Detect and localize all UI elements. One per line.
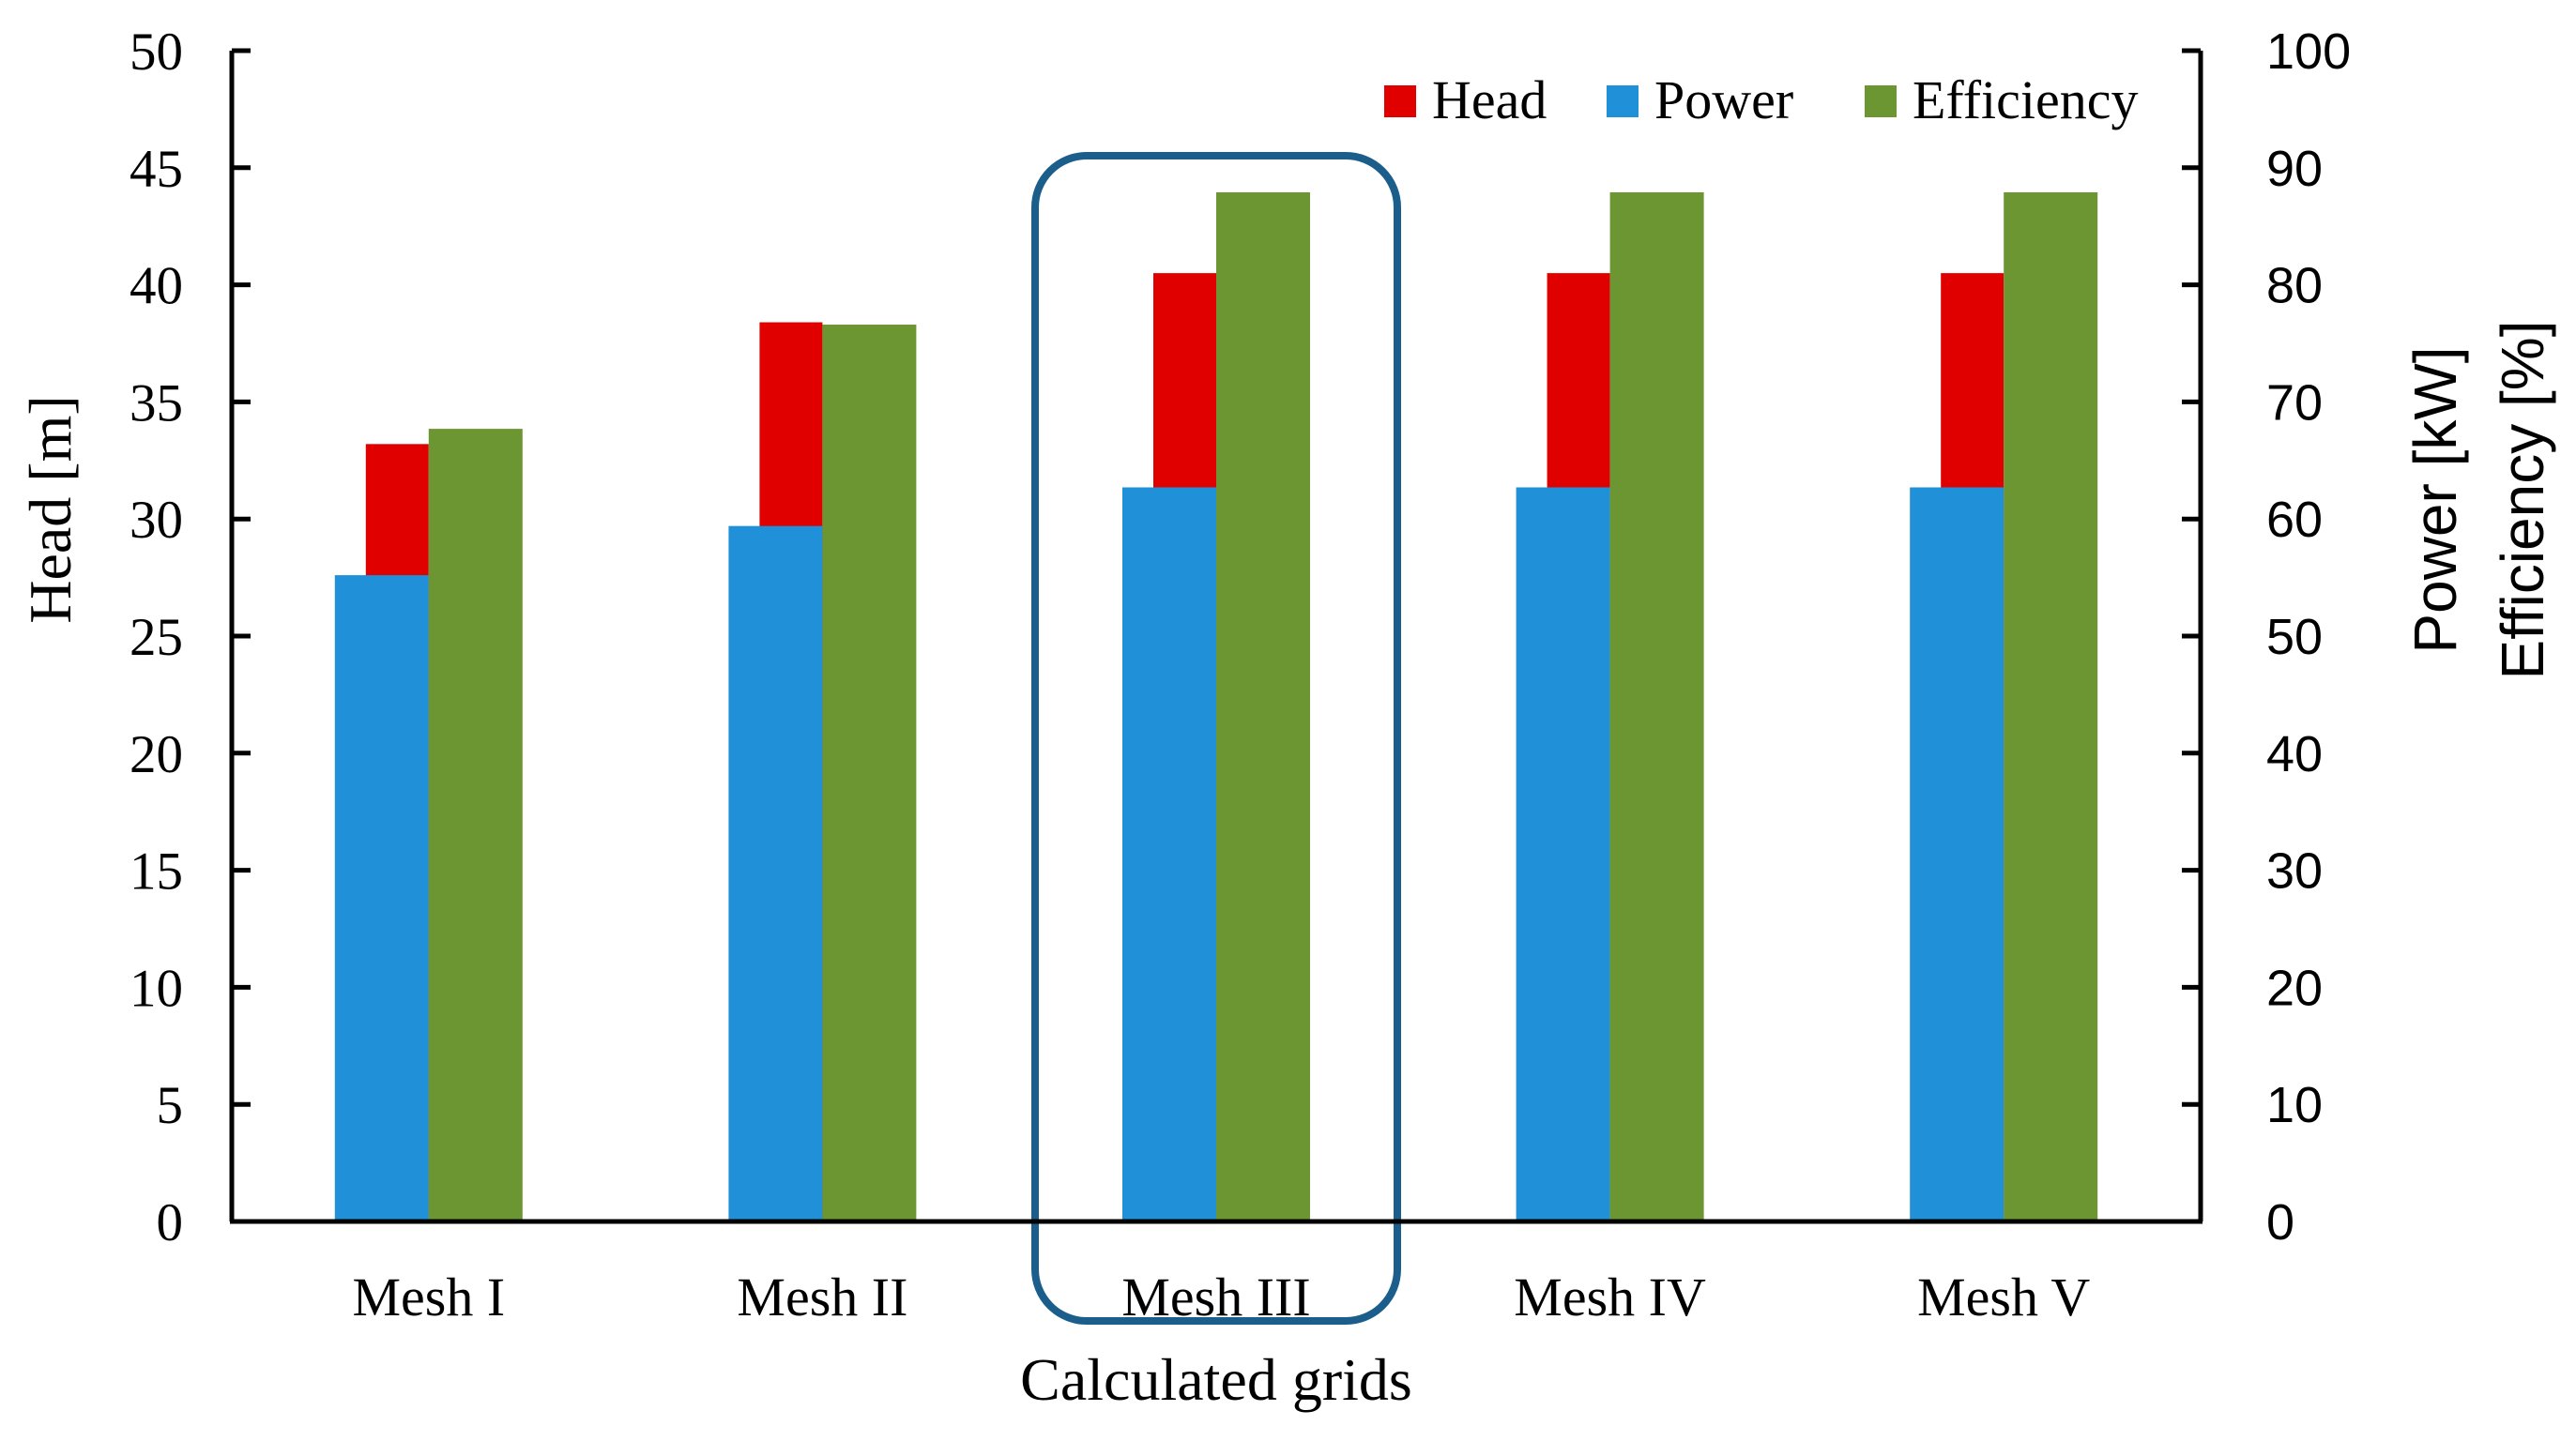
category-label-mesh-v: Mesh V	[1917, 1267, 2090, 1327]
x-axis-title: Calculated grids	[1020, 1346, 1412, 1413]
power-bar-mesh-ii	[728, 525, 823, 1221]
legend-swatch-power	[1607, 85, 1639, 117]
legend-swatch-head	[1384, 85, 1416, 117]
legend-swatch-efficiency	[1865, 85, 1897, 117]
labels-group: Mesh I Mesh II Mesh III Mesh IV Mesh V 0 5 10 15…	[17, 23, 2556, 1413]
left-tick-label-0: 0	[157, 1193, 184, 1252]
right-tick-label-60: 60	[2266, 492, 2323, 548]
right-tick-label-90: 90	[2266, 141, 2323, 197]
right-tick-label-80: 80	[2266, 258, 2323, 314]
left-tick-label-10: 10	[130, 959, 183, 1018]
right-tick-label-50: 50	[2266, 609, 2323, 665]
power-bar-mesh-iii	[1122, 487, 1216, 1221]
efficiency-bar-mesh-i	[428, 429, 523, 1221]
right-axis-title-efficiency: Efficiency [%]	[2489, 321, 2556, 680]
axes-group	[229, 48, 2203, 1224]
power-bar-mesh-v	[1910, 487, 2004, 1221]
left-axis-title: Head [m]	[17, 395, 84, 623]
power-bar-mesh-iv	[1516, 487, 1610, 1221]
left-tick-label-30: 30	[130, 491, 183, 550]
left-tick-label-20: 20	[130, 725, 183, 784]
left-tick-label-15: 15	[130, 842, 183, 902]
efficiency-bar-mesh-iv	[1609, 192, 1704, 1221]
category-label-mesh-i: Mesh I	[352, 1267, 505, 1327]
efficiency-bar-mesh-iii	[1216, 192, 1310, 1221]
legend: Head Power Efficiency	[1384, 69, 2138, 130]
left-tick-label-50: 50	[130, 23, 183, 82]
bars-group	[334, 192, 2098, 1222]
right-tick-label-30: 30	[2266, 843, 2323, 900]
efficiency-bar-mesh-ii	[822, 325, 917, 1222]
legend-label-head: Head	[1432, 69, 1547, 130]
right-tick-label-0: 0	[2266, 1194, 2294, 1251]
highlight-box-mesh-iii	[1031, 152, 1401, 1325]
left-tick-label-35: 35	[130, 373, 183, 432]
category-label-mesh-iv: Mesh IV	[1514, 1267, 1706, 1327]
efficiency-bar-mesh-v	[2004, 192, 2098, 1221]
right-tick-label-100: 100	[2266, 23, 2351, 80]
power-bar-mesh-i	[334, 575, 429, 1221]
left-tick-label-5: 5	[157, 1076, 184, 1135]
right-axis-title-power: Power [kW]	[2401, 346, 2469, 653]
right-tick-label-10: 10	[2266, 1077, 2323, 1133]
right-tick-label-40: 40	[2266, 726, 2323, 782]
category-label-mesh-ii: Mesh II	[737, 1267, 907, 1327]
category-label-mesh-iii: Mesh III	[1121, 1267, 1310, 1327]
legend-label-efficiency: Efficiency	[1913, 69, 2138, 130]
left-tick-label-45: 45	[130, 140, 183, 199]
left-tick-label-40: 40	[130, 257, 183, 316]
right-tick-label-70: 70	[2266, 374, 2323, 431]
highlight-group	[1031, 152, 1401, 1325]
legend-label-power: Power	[1654, 69, 1793, 130]
right-tick-label-20: 20	[2266, 960, 2323, 1016]
left-tick-label-25: 25	[130, 608, 183, 667]
